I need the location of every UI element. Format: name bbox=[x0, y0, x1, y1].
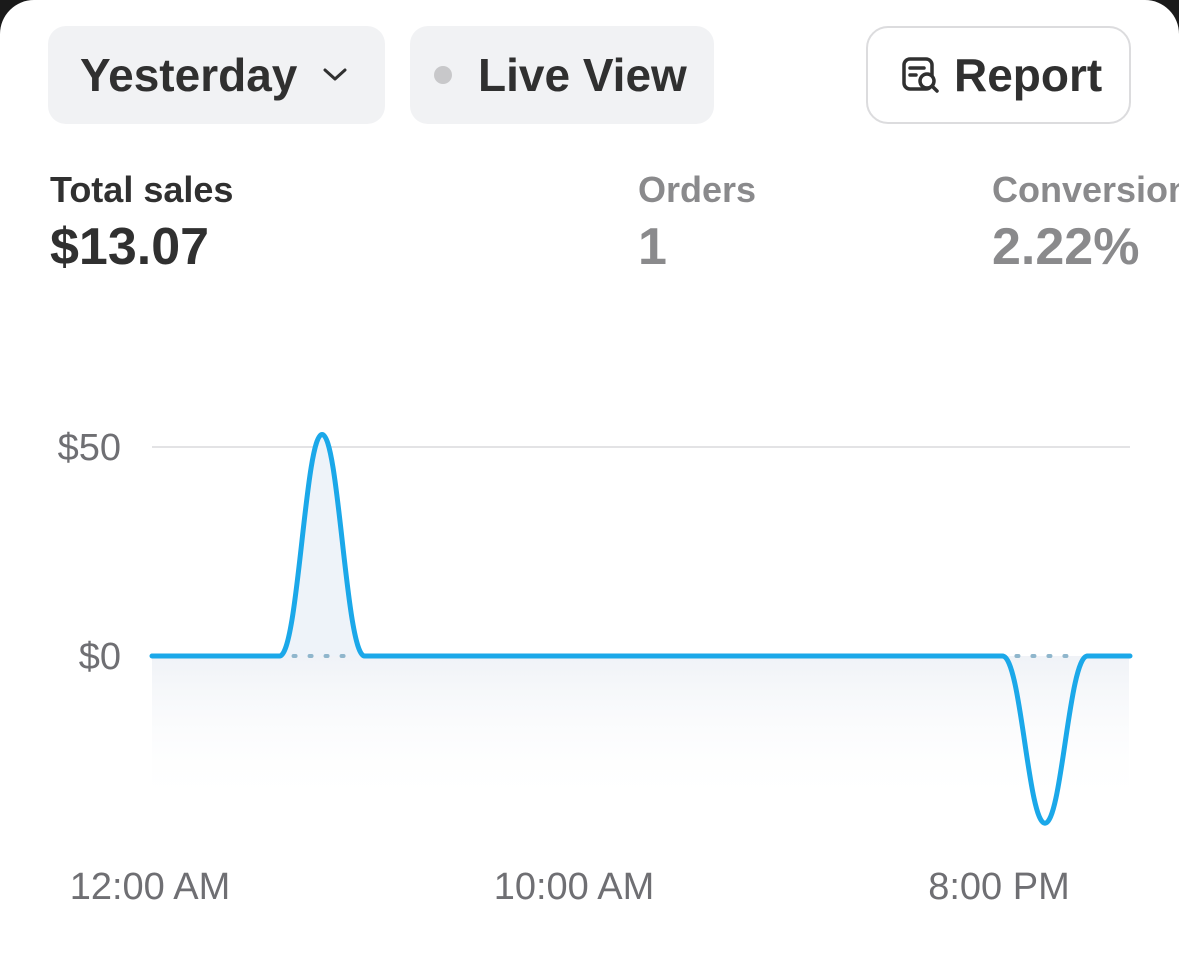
live-view-button[interactable]: Live View bbox=[410, 26, 714, 124]
peak-area-fill bbox=[279, 434, 365, 656]
metric-conversion-value: 2.22% bbox=[992, 218, 1140, 276]
metric-total-sales[interactable]: Total sales $13.07 bbox=[50, 168, 233, 280]
metric-orders[interactable]: Orders 1 bbox=[638, 168, 756, 280]
x-tick-label: 10:00 AM bbox=[494, 866, 655, 908]
date-range-dropdown[interactable]: Yesterday bbox=[48, 26, 385, 124]
x-tick-label: 12:00 AM bbox=[70, 866, 231, 908]
live-status-dot-icon bbox=[434, 66, 452, 84]
date-range-label: Yesterday bbox=[80, 49, 298, 101]
metric-total-sales-label: Total sales bbox=[50, 169, 234, 210]
sales-series-line bbox=[149, 431, 1133, 826]
metric-conversion[interactable]: Conversion 2.22% bbox=[992, 168, 1179, 280]
report-button[interactable]: Report bbox=[866, 26, 1131, 124]
chevron-down-icon bbox=[321, 61, 349, 89]
report-search-icon bbox=[900, 54, 942, 96]
report-label: Report bbox=[954, 49, 1103, 101]
metric-orders-label: Orders bbox=[638, 169, 757, 210]
y-tick-label: $50 bbox=[58, 427, 121, 469]
metric-conversion-label: Conversion bbox=[992, 169, 1179, 210]
chart-area-fill bbox=[152, 656, 1129, 808]
metric-orders-value: 1 bbox=[638, 218, 667, 276]
x-tick-label: 8:00 PM bbox=[928, 866, 1070, 908]
metric-total-sales-value: $13.07 bbox=[50, 218, 210, 276]
live-view-label: Live View bbox=[478, 49, 687, 101]
y-tick-label: $0 bbox=[79, 636, 121, 678]
